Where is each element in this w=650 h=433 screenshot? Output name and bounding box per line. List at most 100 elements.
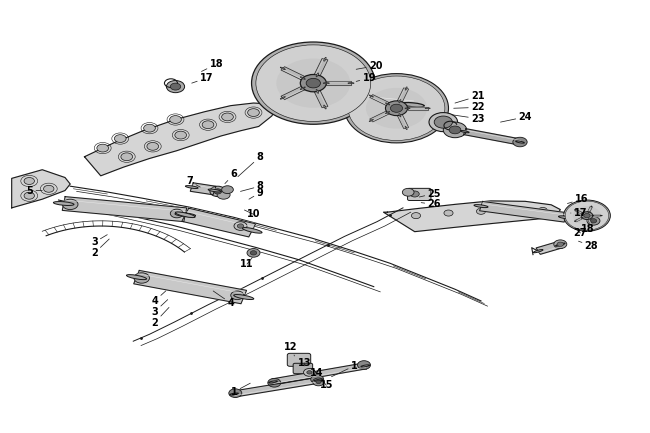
Ellipse shape — [405, 87, 407, 90]
Ellipse shape — [385, 103, 390, 105]
Circle shape — [210, 186, 226, 197]
Circle shape — [313, 378, 324, 386]
Text: 17: 17 — [571, 208, 587, 218]
Ellipse shape — [369, 120, 373, 122]
Polygon shape — [182, 208, 255, 237]
Ellipse shape — [556, 243, 565, 246]
Ellipse shape — [581, 217, 583, 218]
Text: 18: 18 — [202, 59, 223, 71]
Circle shape — [366, 88, 427, 129]
Circle shape — [248, 109, 259, 116]
Ellipse shape — [324, 57, 326, 61]
Circle shape — [222, 186, 233, 194]
Text: 1: 1 — [231, 383, 250, 397]
Circle shape — [24, 178, 34, 184]
Text: 15: 15 — [320, 380, 333, 391]
Circle shape — [134, 273, 150, 283]
Ellipse shape — [534, 249, 543, 253]
Text: 18: 18 — [582, 223, 595, 234]
Polygon shape — [233, 377, 320, 397]
Circle shape — [429, 113, 458, 132]
Text: 13: 13 — [298, 358, 311, 368]
Circle shape — [411, 213, 421, 219]
Circle shape — [166, 81, 185, 93]
Text: 8: 8 — [240, 181, 263, 191]
Polygon shape — [134, 271, 246, 304]
Polygon shape — [190, 183, 216, 195]
Text: 25: 25 — [419, 188, 441, 199]
Ellipse shape — [324, 105, 326, 109]
Ellipse shape — [323, 83, 330, 84]
Ellipse shape — [258, 89, 281, 93]
Polygon shape — [480, 201, 567, 222]
Ellipse shape — [316, 73, 318, 77]
Ellipse shape — [348, 83, 354, 84]
Ellipse shape — [175, 213, 196, 217]
Ellipse shape — [300, 77, 306, 79]
Polygon shape — [536, 242, 562, 254]
Circle shape — [256, 45, 370, 121]
Circle shape — [513, 137, 527, 147]
Circle shape — [344, 74, 448, 143]
Circle shape — [247, 249, 260, 257]
Circle shape — [358, 361, 370, 369]
Text: 16: 16 — [567, 194, 588, 204]
Circle shape — [252, 42, 375, 124]
Circle shape — [385, 101, 408, 116]
Circle shape — [202, 121, 214, 129]
Ellipse shape — [405, 108, 410, 109]
Circle shape — [121, 153, 133, 161]
Ellipse shape — [361, 365, 370, 367]
Ellipse shape — [385, 112, 390, 113]
Circle shape — [229, 389, 242, 397]
Polygon shape — [281, 87, 305, 100]
Polygon shape — [397, 115, 409, 129]
Polygon shape — [84, 103, 276, 176]
Text: 20: 20 — [356, 61, 382, 71]
Ellipse shape — [401, 103, 424, 107]
Text: 21: 21 — [455, 91, 484, 103]
Circle shape — [590, 219, 597, 223]
Ellipse shape — [185, 186, 198, 188]
Ellipse shape — [314, 379, 323, 381]
Ellipse shape — [588, 219, 589, 220]
Circle shape — [250, 251, 257, 255]
Ellipse shape — [588, 211, 589, 213]
Circle shape — [584, 213, 590, 218]
Circle shape — [276, 58, 350, 108]
Circle shape — [44, 185, 54, 192]
Polygon shape — [272, 363, 367, 385]
Circle shape — [449, 126, 461, 134]
Ellipse shape — [300, 87, 306, 90]
Circle shape — [476, 208, 486, 214]
Ellipse shape — [176, 212, 195, 217]
Ellipse shape — [591, 224, 592, 226]
Polygon shape — [370, 111, 389, 122]
Circle shape — [175, 131, 187, 139]
Text: 10: 10 — [244, 209, 260, 220]
Text: 19: 19 — [356, 73, 376, 83]
Text: 9: 9 — [249, 187, 263, 199]
Ellipse shape — [369, 95, 373, 97]
Ellipse shape — [460, 130, 469, 133]
Circle shape — [509, 207, 518, 213]
Circle shape — [234, 222, 247, 230]
Circle shape — [557, 242, 564, 246]
Circle shape — [300, 74, 326, 92]
FancyBboxPatch shape — [293, 363, 313, 374]
Circle shape — [307, 371, 312, 374]
Text: 6: 6 — [225, 169, 237, 184]
Ellipse shape — [280, 97, 285, 99]
Polygon shape — [326, 81, 351, 85]
Ellipse shape — [127, 275, 146, 280]
Ellipse shape — [208, 189, 221, 192]
Polygon shape — [575, 217, 583, 222]
Polygon shape — [315, 91, 328, 108]
Text: 11: 11 — [240, 258, 254, 269]
Text: 1: 1 — [332, 361, 358, 377]
Text: 2: 2 — [91, 239, 109, 259]
Circle shape — [231, 291, 244, 300]
Polygon shape — [397, 88, 409, 102]
Text: 23: 23 — [452, 113, 484, 124]
Ellipse shape — [242, 228, 262, 233]
